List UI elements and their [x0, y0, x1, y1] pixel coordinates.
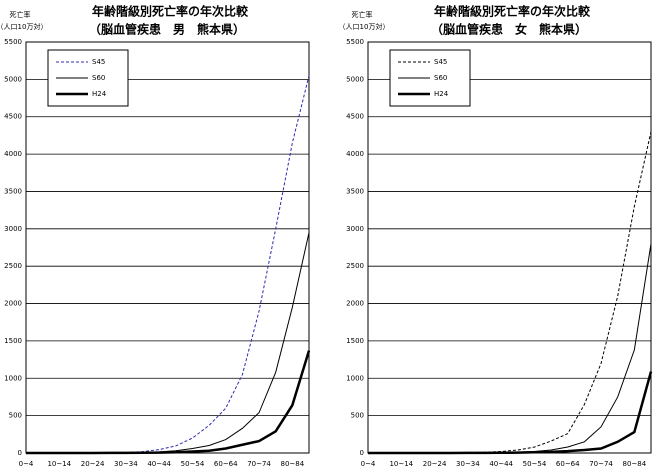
y-tick-label: 3000: [346, 225, 364, 233]
x-tick-label: 30~34: [114, 460, 138, 468]
y-tick-label: 1500: [4, 337, 22, 345]
x-tick-label: 10~14: [47, 460, 71, 468]
x-tick-label: 60~64: [214, 460, 238, 468]
y-tick-label: 2500: [4, 262, 22, 270]
x-tick-label: 40~44: [489, 460, 513, 468]
series-line: [368, 371, 653, 455]
legend-label: S45: [434, 58, 447, 66]
y-tick-label: 500: [351, 412, 364, 420]
series-line: [367, 131, 652, 454]
x-tick-label: 40~44: [147, 460, 171, 468]
y-tick-label: 500: [9, 412, 22, 420]
y-tick-label: 5000: [4, 75, 22, 83]
series-line: [25, 75, 310, 454]
y-tick-label: 5500: [4, 38, 22, 46]
y-tick-label: 4500: [346, 113, 364, 121]
y-tick-label: 2000: [4, 300, 22, 308]
y-tick-label: 1000: [4, 374, 22, 382]
y-label: 死亡率: [352, 10, 373, 19]
y-tick-label: 5000: [346, 75, 364, 83]
y-tick-label: 3000: [4, 225, 22, 233]
x-tick-label: 10~14: [389, 460, 413, 468]
y-tick-label: 1000: [346, 374, 364, 382]
x-tick-label: 60~64: [556, 460, 580, 468]
y-tick-label: 4500: [4, 113, 22, 121]
x-tick-label: 20~24: [423, 460, 447, 468]
chart-subtitle: （脳血管疾患 女 熊本県）: [431, 22, 587, 37]
x-tick-label: 0~4: [19, 460, 34, 468]
chart-subtitle: （脳血管疾患 男 熊本県）: [89, 22, 245, 37]
y-unit: （人口10万対）: [339, 22, 390, 31]
chart-title: 年齢階級別死亡率の年次比較: [434, 4, 591, 19]
y-tick-label: 3500: [346, 187, 364, 195]
x-tick-label: 80~84: [281, 460, 305, 468]
x-tick-label: 70~74: [589, 460, 613, 468]
x-tick-label: 50~54: [523, 460, 547, 468]
series-line: [25, 232, 310, 454]
y-tick-label: 4000: [346, 150, 364, 158]
y-tick-label: 4000: [4, 150, 22, 158]
y-tick-label: 0: [360, 449, 364, 457]
legend-label: S60: [434, 74, 447, 82]
y-tick-label: 2000: [346, 300, 364, 308]
series-line: [367, 243, 652, 454]
x-tick-label: 70~74: [247, 460, 271, 468]
y-label: 死亡率: [10, 10, 31, 19]
x-tick-label: 80~84: [623, 460, 647, 468]
legend-label: H24: [434, 90, 449, 98]
x-tick-label: 30~34: [456, 460, 480, 468]
y-tick-label: 0: [18, 449, 22, 457]
y-tick-label: 3500: [4, 187, 22, 195]
y-tick-label: 1500: [346, 337, 364, 345]
y-tick-label: 2500: [346, 262, 364, 270]
legend-label: H24: [92, 90, 107, 98]
legend-label: S45: [92, 58, 105, 66]
series-line: [26, 350, 311, 455]
legend-label: S60: [92, 74, 105, 82]
x-tick-label: 20~24: [81, 460, 105, 468]
chart-title: 年齢階級別死亡率の年次比較: [92, 4, 249, 19]
x-tick-label: 0~4: [361, 460, 376, 468]
y-unit: （人口10万対）: [0, 22, 47, 31]
x-tick-label: 50~54: [181, 460, 205, 468]
y-tick-label: 5500: [346, 38, 364, 46]
